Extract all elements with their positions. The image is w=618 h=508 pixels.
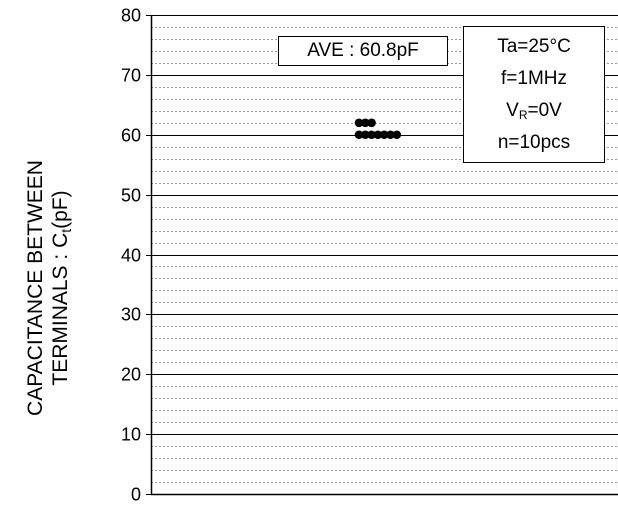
data-point [379,130,389,140]
y-axis-label-line2: TERMINALS : Ct(pF) [49,190,74,386]
conditions-box: Ta=25°C f=1MHz VR=0V n=10pcs [463,26,605,163]
data-point [386,130,395,140]
average-annotation: AVE : 60.8pF [278,36,448,66]
y-tick-label: 80 [121,6,141,26]
condition-temperature: Ta=25°C [497,36,571,57]
y-tick-label: 50 [121,186,141,206]
data-point [361,118,370,128]
y-tick-label: 10 [121,425,141,445]
data-points [354,118,402,140]
data-point [361,130,370,140]
condition-sample-count: n=10pcs [497,132,571,153]
condition-frequency: f=1MHz [501,68,567,89]
y-tick-label: 0 [131,485,141,505]
data-point [354,130,364,140]
y-axis-label-line1: CAPACITANCE BETWEEN [24,160,47,416]
data-point [367,130,376,140]
y-tick-label: 30 [121,305,141,325]
axes [146,15,618,496]
y-tick-label: 70 [121,66,141,86]
y-axis-label: CAPACITANCE BETWEEN TERMINALS : Ct(pF) [12,98,90,478]
y-tick-label: 20 [121,365,141,385]
data-point [373,130,383,140]
data-point [367,118,376,128]
y-tick-label: 60 [121,126,141,146]
data-point [354,118,364,128]
condition-reverse-voltage: VR=0V [506,100,562,122]
y-tick-label: 40 [121,246,141,266]
data-point [392,130,402,140]
y-tick-labels: 0 10 20 30 40 50 60 70 80 [121,6,141,505]
